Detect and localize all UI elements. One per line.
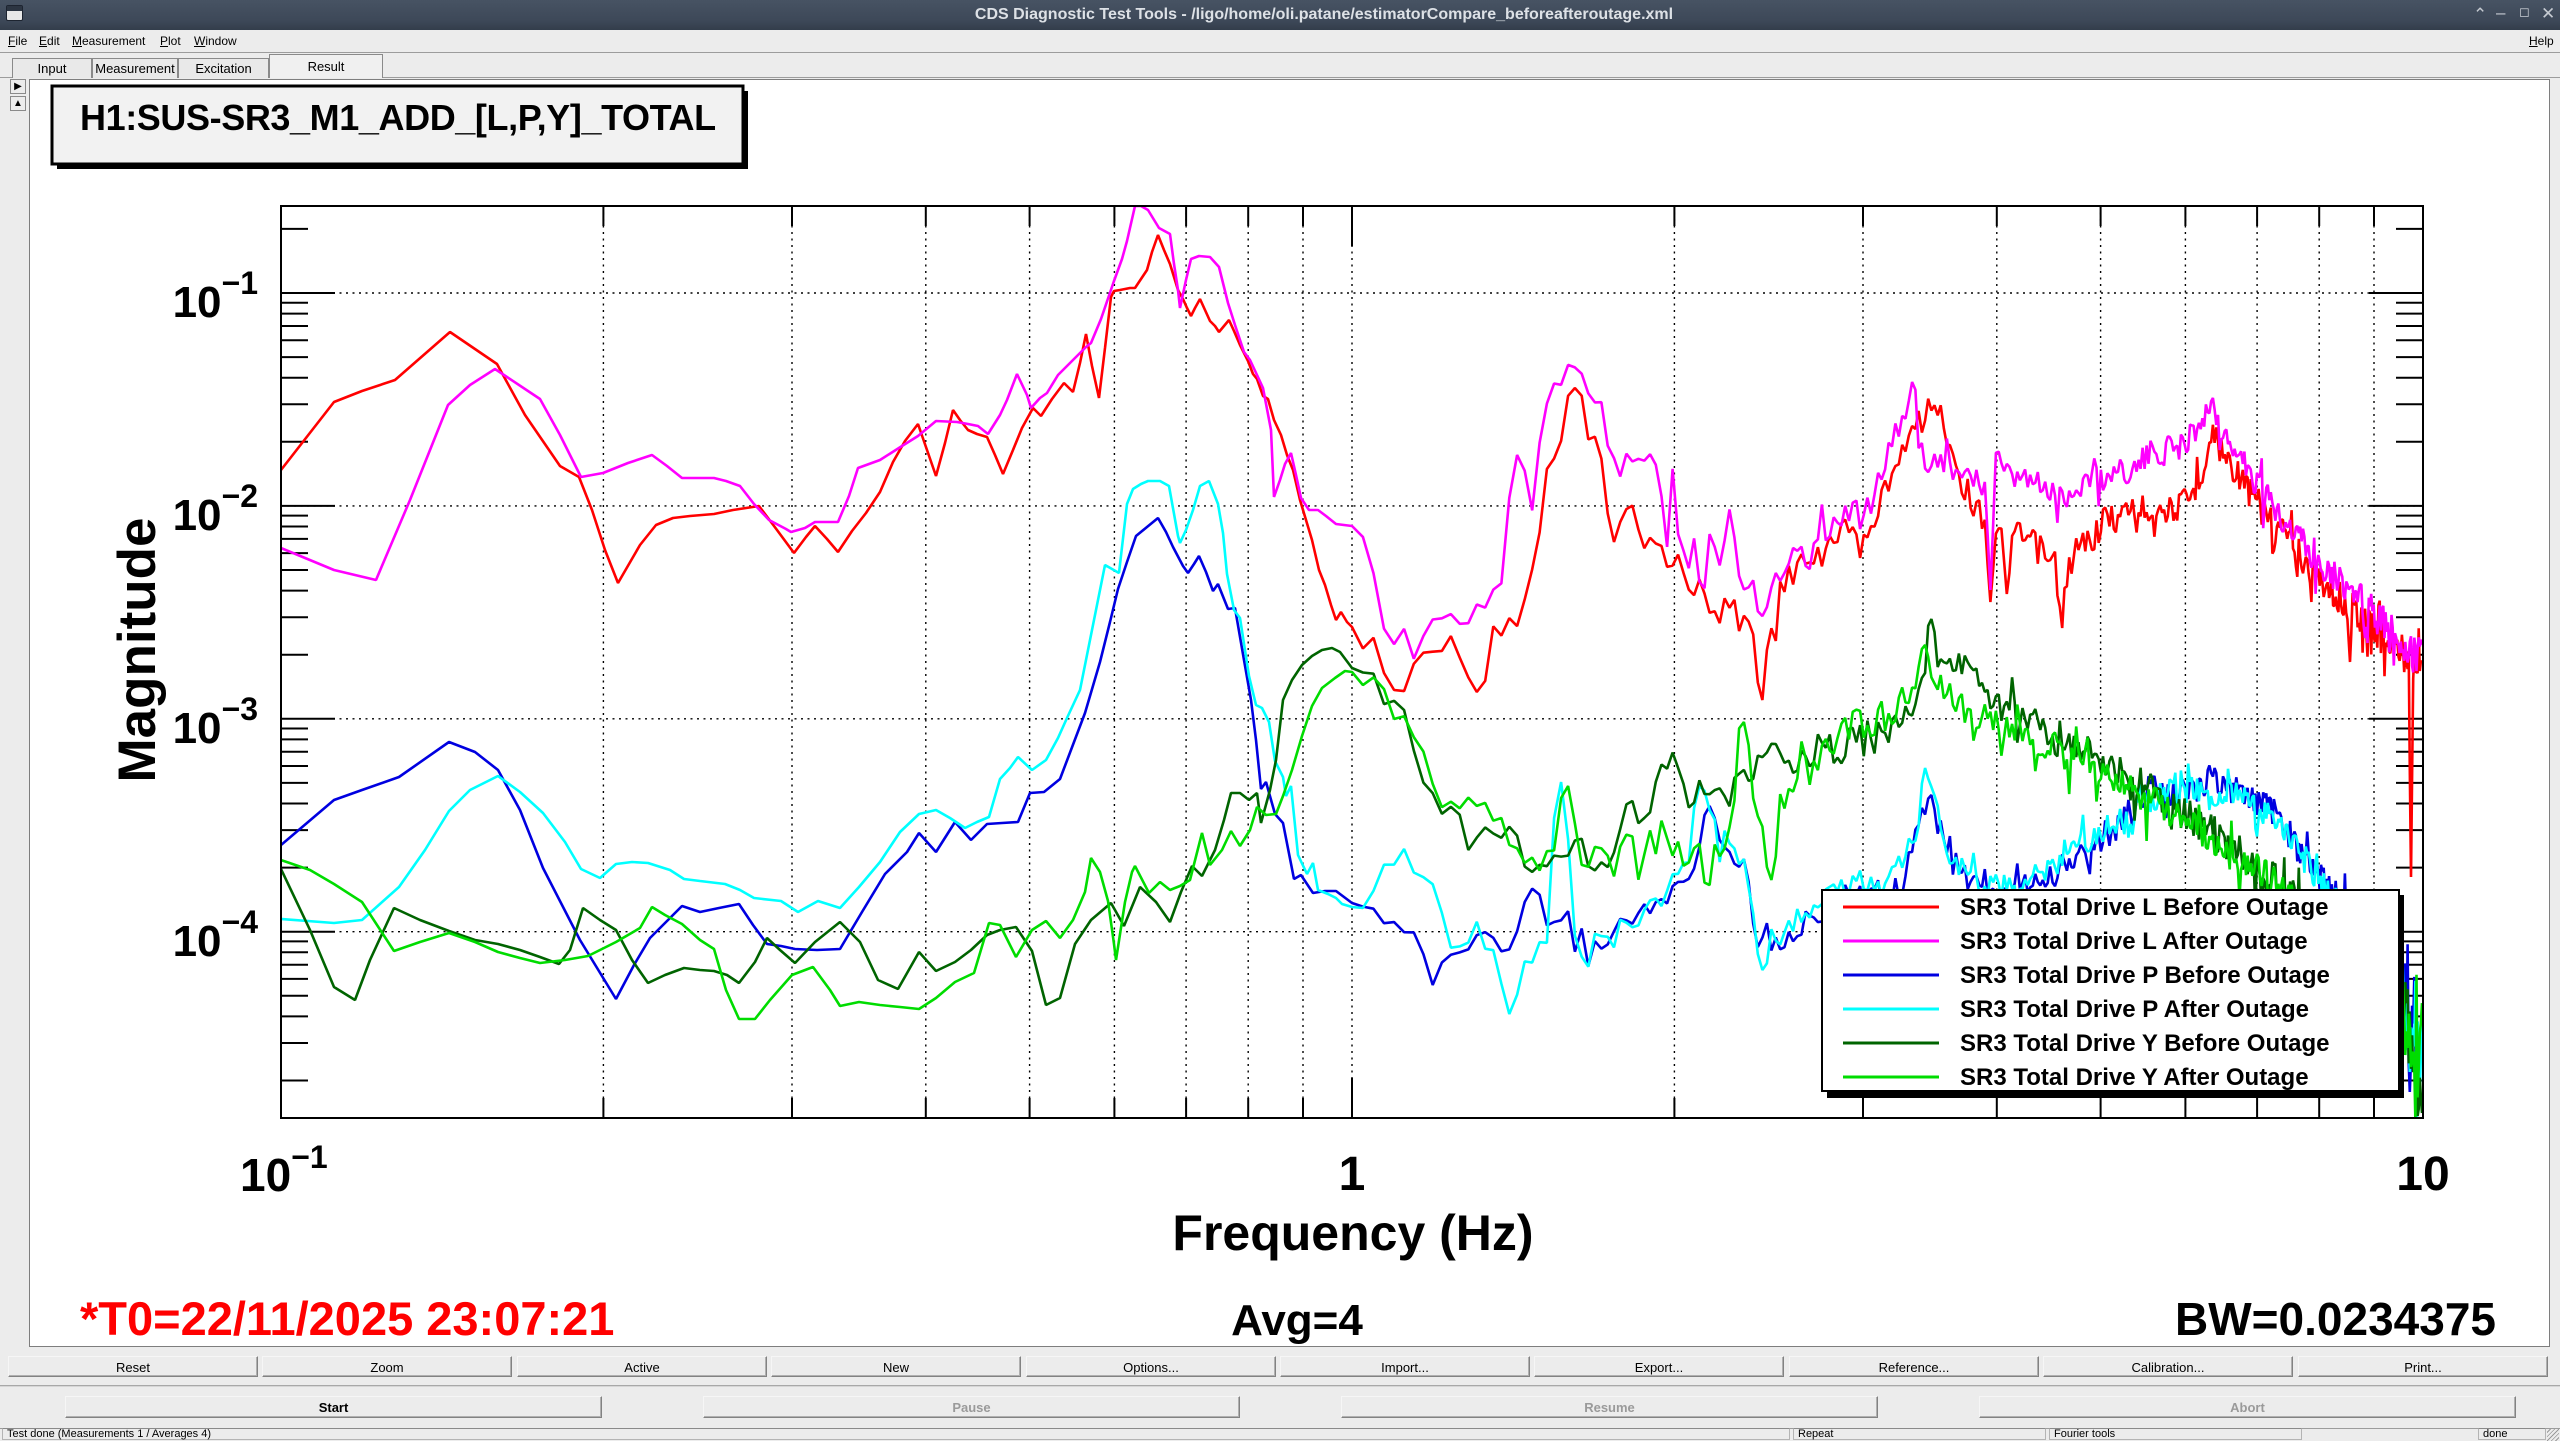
svg-text:SR3 Total Drive Y After Outage: SR3 Total Drive Y After Outage: [1960, 1064, 2309, 1091]
svg-text:Avg=4: Avg=4: [1231, 1296, 1363, 1345]
svg-text:10−1: 10−1: [240, 1139, 328, 1201]
svg-text:1: 1: [1339, 1148, 1366, 1201]
svg-text:H1:SUS-SR3_M1_ADD_[L,P,Y]_TOTA: H1:SUS-SR3_M1_ADD_[L,P,Y]_TOTAL: [80, 97, 716, 138]
svg-text:10: 10: [2396, 1148, 2449, 1201]
svg-text:SR3 Total Drive P Before Outag: SR3 Total Drive P Before Outage: [1960, 962, 2330, 989]
svg-text:Frequency (Hz): Frequency (Hz): [1172, 1205, 1533, 1261]
svg-text:10−3: 10−3: [173, 691, 258, 753]
svg-text:SR3 Total Drive L Before Outag: SR3 Total Drive L Before Outage: [1960, 894, 2329, 921]
svg-text:Magnitude: Magnitude: [108, 518, 167, 783]
svg-text:SR3 Total Drive Y Before Outag: SR3 Total Drive Y Before Outage: [1960, 1030, 2329, 1057]
svg-text:*T0=22/11/2025 23:07:21: *T0=22/11/2025 23:07:21: [80, 1292, 614, 1345]
svg-text:SR3 Total Drive P After Outage: SR3 Total Drive P After Outage: [1960, 996, 2309, 1023]
svg-text:SR3 Total Drive L After Outage: SR3 Total Drive L After Outage: [1960, 928, 2308, 955]
svg-text:BW=0.0234375: BW=0.0234375: [2175, 1293, 2496, 1345]
svg-text:10−2: 10−2: [173, 478, 258, 540]
svg-text:10−1: 10−1: [173, 265, 258, 327]
svg-text:10−4: 10−4: [173, 904, 259, 966]
